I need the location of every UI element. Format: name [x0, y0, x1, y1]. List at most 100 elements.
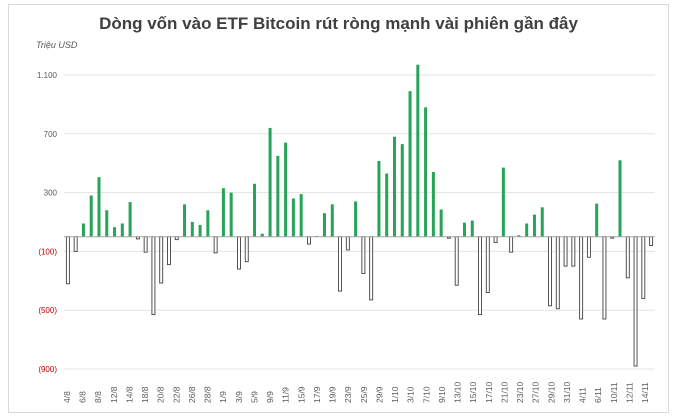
x-tick-label: 25/9	[359, 386, 369, 403]
x-tick-label: 23/10	[515, 381, 525, 403]
bar	[602, 236, 607, 320]
bar	[345, 236, 350, 251]
bar	[377, 160, 381, 237]
chart-title: Dòng vốn vào ETF Bitcoin rút ròng mạnh v…	[99, 14, 578, 33]
bar	[299, 194, 303, 237]
bar	[416, 64, 420, 237]
y-tick-label: 1.100	[37, 71, 58, 80]
bar	[291, 198, 295, 237]
x-tick-label: 4/8	[62, 391, 72, 403]
x-tick-label: 13/10	[453, 381, 463, 403]
x-tick-label: 12/8	[109, 386, 119, 403]
bar	[73, 236, 78, 252]
x-tick-label: 12/11	[624, 382, 634, 403]
bar	[213, 236, 218, 254]
x-tick-label: 11/9	[281, 387, 291, 403]
bar	[183, 204, 187, 237]
y-tick-label: 700	[44, 130, 58, 139]
bar	[563, 236, 568, 267]
bar	[105, 210, 109, 237]
bar	[571, 236, 576, 267]
bar	[361, 236, 366, 274]
bar	[237, 236, 241, 270]
bar	[89, 195, 93, 237]
bar	[625, 236, 630, 279]
bar	[595, 203, 599, 237]
bar	[555, 236, 560, 310]
bar	[454, 236, 459, 286]
bar	[641, 236, 646, 299]
x-tick-label: 29/9	[374, 386, 384, 403]
bar	[276, 155, 280, 237]
x-tick-label: 14/8	[124, 386, 134, 403]
bar	[190, 222, 194, 237]
x-tick-label: 5/9	[249, 391, 259, 403]
bar	[586, 236, 591, 258]
x-tick-label: 19/9	[328, 386, 338, 403]
bar	[323, 213, 327, 237]
bar	[501, 167, 505, 237]
y-tick-label: (500)	[38, 306, 57, 315]
x-tick-label: 6/8	[78, 391, 88, 403]
bar	[408, 91, 412, 237]
bar	[307, 236, 311, 245]
x-tick-label: 15/10	[468, 381, 478, 403]
x-tick-label: 9/10	[437, 386, 447, 403]
x-tick-label: 28/8	[203, 386, 213, 403]
bar	[509, 236, 514, 253]
x-tick-label: 3/10	[406, 386, 416, 403]
x-tick-label: 8/8	[93, 391, 103, 403]
x-tick-label: 20/8	[156, 386, 166, 403]
bar	[128, 202, 132, 237]
bar	[649, 236, 654, 246]
bar	[120, 223, 124, 237]
bar	[400, 144, 404, 237]
bar	[284, 142, 288, 237]
bar	[253, 183, 257, 237]
y-unit-label: Triệu USD	[36, 40, 78, 50]
y-tick-label: (100)	[38, 247, 57, 256]
bar	[113, 227, 117, 237]
bar	[268, 127, 272, 237]
x-tick-label: 1/10	[390, 386, 400, 403]
bar	[151, 236, 156, 316]
bar	[579, 236, 584, 320]
x-tick-label: 9/9	[265, 391, 275, 403]
x-tick-label: 10/11	[609, 382, 619, 403]
x-tick-label: 6/11	[593, 387, 603, 403]
bar	[385, 173, 389, 237]
bar	[143, 236, 148, 253]
x-tick-label: 3/9	[234, 391, 244, 403]
bar	[392, 136, 396, 237]
x-tick-label: 18/8	[140, 386, 150, 403]
x-tick-label: 27/10	[531, 381, 541, 403]
bar	[424, 107, 428, 237]
x-tick-label: 17/9	[312, 386, 322, 403]
bar	[532, 214, 536, 237]
bar	[439, 209, 443, 237]
x-tick-label: 23/9	[343, 386, 353, 403]
bar	[470, 220, 474, 237]
bar	[369, 236, 374, 301]
bar	[485, 236, 490, 294]
bar	[525, 223, 529, 237]
x-tick-label: 31/10	[562, 381, 572, 403]
x-tick-label: 1/9	[218, 391, 228, 403]
bar	[229, 192, 233, 237]
bar	[81, 223, 85, 237]
bar	[330, 204, 334, 237]
x-tick-label: 26/8	[187, 386, 197, 403]
x-tick-label: 7/10	[421, 386, 431, 403]
bar	[540, 207, 544, 237]
bar	[493, 236, 498, 244]
bar	[198, 224, 202, 237]
bar	[462, 222, 466, 237]
bar	[354, 201, 358, 237]
bar	[431, 172, 435, 237]
y-tick-label: 300	[44, 189, 58, 198]
chart-frame	[8, 4, 669, 413]
bar	[65, 236, 70, 285]
bar	[517, 235, 521, 237]
bar	[97, 177, 101, 237]
